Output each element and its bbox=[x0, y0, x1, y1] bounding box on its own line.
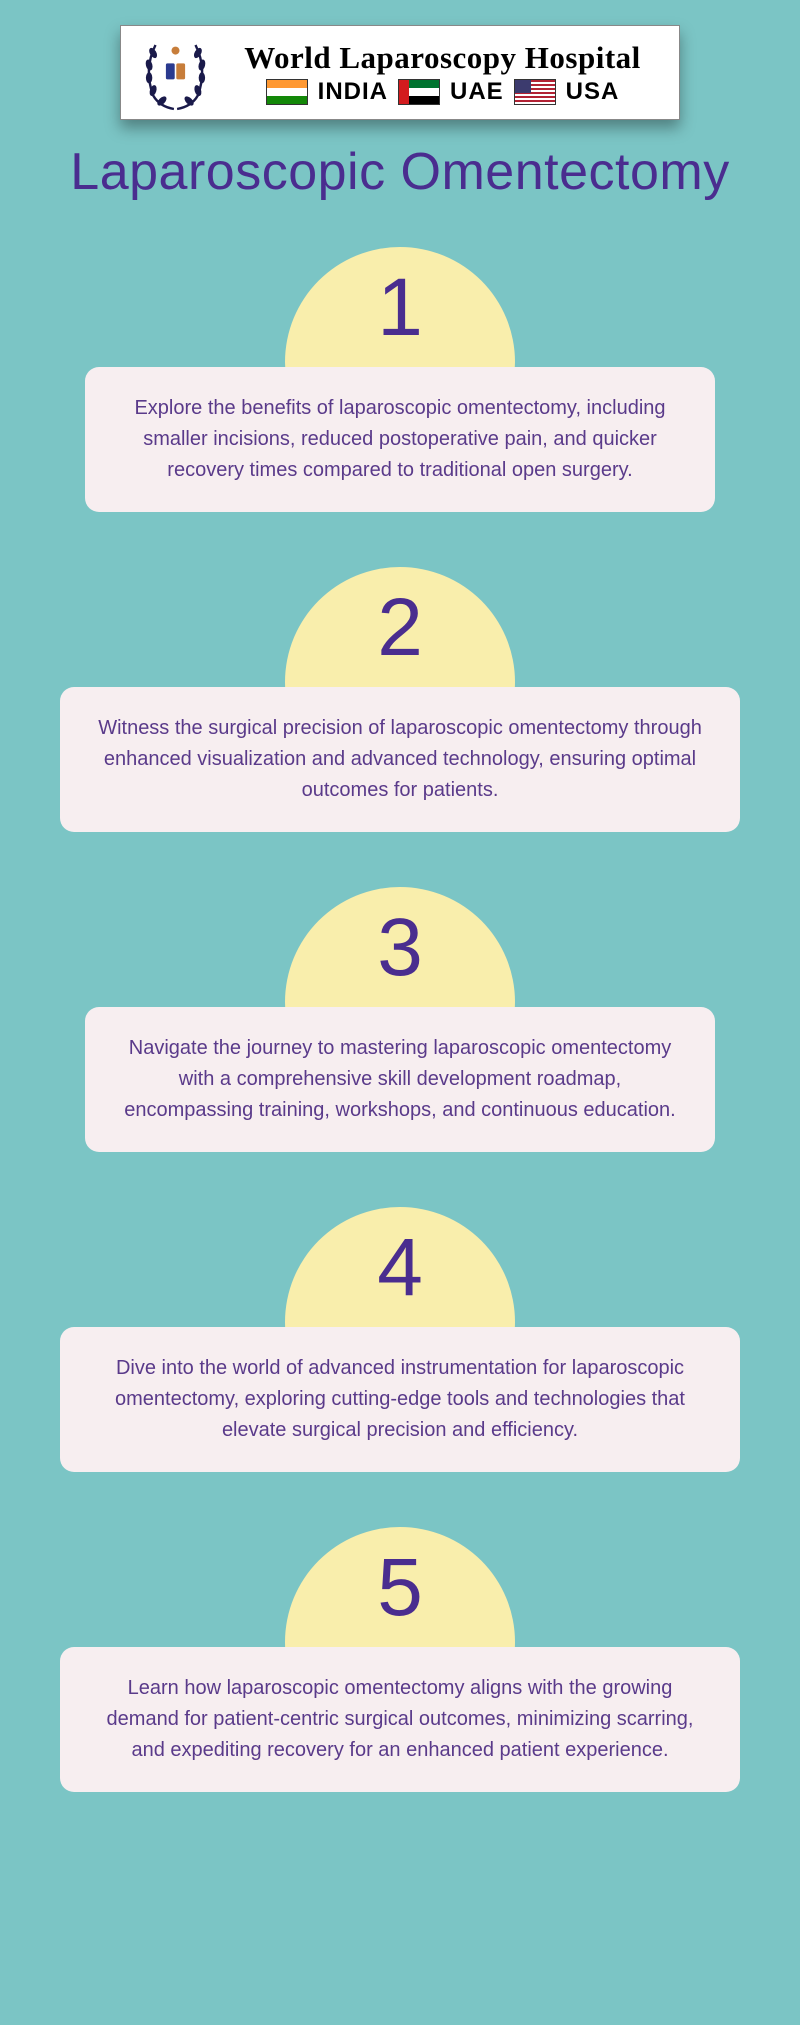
item-card: Explore the benefits of laparoscopic ome… bbox=[85, 367, 715, 512]
item-card: Learn how laparoscopic omentectomy align… bbox=[60, 1647, 740, 1792]
country-india: INDIA bbox=[318, 78, 388, 106]
list-item: 5 Learn how laparoscopic omentectomy ali… bbox=[0, 1527, 800, 1792]
list-item: 4 Dive into the world of advanced instru… bbox=[0, 1207, 800, 1472]
items-list: 1 Explore the benefits of laparoscopic o… bbox=[0, 247, 800, 1792]
flag-usa-icon bbox=[514, 79, 556, 105]
country-usa: USA bbox=[566, 78, 620, 106]
list-item: 3 Navigate the journey to mastering lapa… bbox=[0, 887, 800, 1152]
item-number: 5 bbox=[377, 1547, 423, 1629]
page-title: Laparoscopic Omentectomy bbox=[0, 142, 800, 202]
org-name: World Laparoscopy Hospital bbox=[244, 40, 641, 76]
item-card: Navigate the journey to mastering laparo… bbox=[85, 1007, 715, 1152]
flags-row: INDIA UAE USA bbox=[266, 78, 620, 106]
item-card: Witness the surgical precision of laparo… bbox=[60, 687, 740, 832]
flag-india-icon bbox=[266, 79, 308, 105]
logo-banner: World Laparoscopy Hospital INDIA UAE USA bbox=[120, 25, 680, 120]
list-item: 1 Explore the benefits of laparoscopic o… bbox=[0, 247, 800, 512]
country-uae: UAE bbox=[450, 78, 504, 106]
logo-text-block: World Laparoscopy Hospital INDIA UAE USA bbox=[218, 40, 667, 106]
item-number: 4 bbox=[377, 1227, 423, 1309]
item-number: 3 bbox=[377, 907, 423, 989]
item-number: 1 bbox=[377, 267, 423, 349]
list-item: 2 Witness the surgical precision of lapa… bbox=[0, 567, 800, 832]
flag-uae-icon bbox=[398, 79, 440, 105]
laurel-icon bbox=[133, 33, 218, 113]
item-number: 2 bbox=[377, 587, 423, 669]
item-card: Dive into the world of advanced instrume… bbox=[60, 1327, 740, 1472]
